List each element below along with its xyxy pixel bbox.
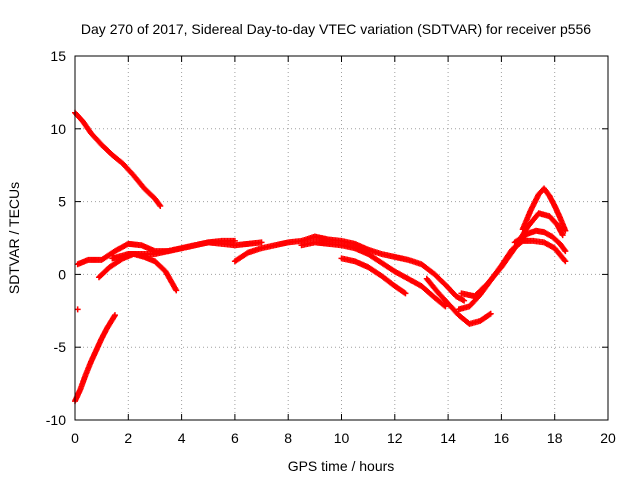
series-outlier (74, 306, 81, 313)
grid (75, 56, 608, 420)
series-arc-i (458, 210, 566, 300)
data-point (562, 258, 569, 265)
y-tick-label: -5 (54, 339, 67, 355)
series-arc-descending-high (72, 109, 164, 209)
y-tick-label: 10 (50, 121, 66, 137)
series-arc-c (109, 239, 265, 262)
data-point (157, 202, 164, 209)
x-tick-label: 4 (178, 430, 186, 446)
data-point (486, 311, 493, 318)
chart-title: Day 270 of 2017, Sidereal Day-to-day VTE… (81, 21, 591, 37)
y-tick-label: -10 (46, 412, 66, 428)
x-tick-label: 12 (387, 430, 403, 446)
data-point (156, 201, 163, 208)
x-tick-label: 16 (494, 430, 510, 446)
y-axis-label: SDTVAR / TECUs (6, 182, 22, 294)
x-tick-label: 14 (440, 430, 456, 446)
data-point (74, 306, 81, 313)
x-tick-label: 8 (284, 430, 292, 446)
data-point (562, 248, 569, 255)
data-point (401, 289, 408, 296)
data-point (111, 312, 118, 319)
x-tick-label: 20 (600, 430, 616, 446)
data-point (173, 287, 180, 294)
data-layer (72, 109, 569, 405)
data-point (258, 239, 265, 246)
x-axis-label: GPS time / hours (288, 458, 395, 474)
x-tick-label: 10 (334, 430, 350, 446)
x-axis: 0 2 4 6 8 10 12 14 16 18 20 (71, 56, 616, 446)
x-tick-label: 6 (231, 430, 239, 446)
y-tick-label: 0 (58, 266, 66, 282)
series-arc-g (423, 275, 494, 327)
series-arc-rising-low (72, 312, 118, 405)
data-point (487, 310, 494, 317)
data-point (561, 246, 568, 253)
data-point (441, 302, 448, 309)
y-tick-label: 5 (58, 194, 66, 210)
series-arc-k (519, 185, 569, 234)
series-arc-f (338, 255, 409, 297)
data-point (559, 232, 566, 239)
data-point (561, 257, 568, 264)
x-tick-label: 2 (124, 430, 132, 446)
y-axis: -10 -5 0 5 10 15 (46, 48, 608, 428)
series-arc-e (298, 239, 449, 310)
series-arc-d (231, 233, 468, 304)
data-point (402, 290, 409, 297)
series-arc-j (511, 227, 569, 255)
data-point (562, 227, 569, 234)
data-point (461, 297, 468, 304)
x-tick-label: 18 (547, 430, 563, 446)
x-tick-label: 0 (71, 430, 79, 446)
y-tick-label: 15 (50, 48, 66, 64)
